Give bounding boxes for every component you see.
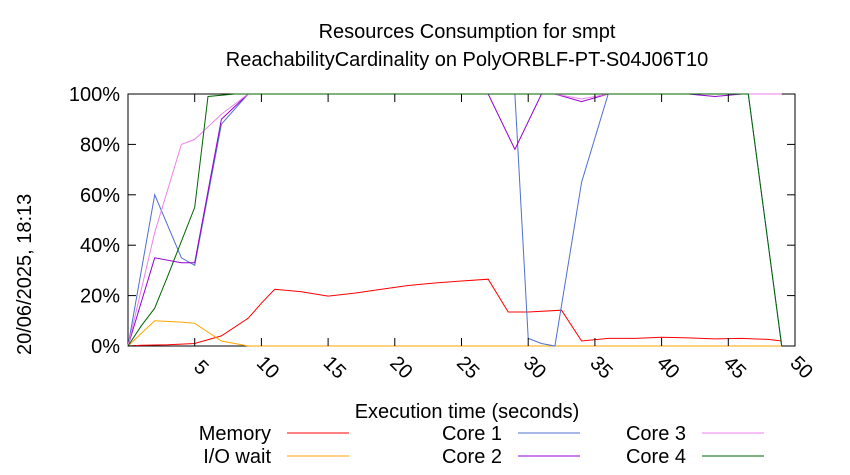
legend-label: Core 3 bbox=[626, 423, 686, 445]
x-axis-ticks: 5 10 15 20 25 30 35 40 45 50 bbox=[189, 94, 817, 383]
y-tick-label: 80% bbox=[80, 134, 120, 156]
x-tick-label: 25 bbox=[452, 352, 483, 383]
x-tick-label: 20 bbox=[385, 352, 416, 383]
y-axis-ticks: 0% 20% 40% 60% 80% 100% bbox=[69, 84, 795, 358]
series-line-i-o-wait bbox=[127, 320, 782, 347]
legend-label: Core 2 bbox=[442, 446, 502, 468]
plot-frame bbox=[127, 93, 796, 347]
y-tick-label: 20% bbox=[80, 286, 120, 308]
x-tick-label: 50 bbox=[786, 352, 817, 383]
chart-title: Resources Consumption for smpt bbox=[319, 21, 616, 43]
y-tick-label: 0% bbox=[91, 336, 120, 358]
x-tick-label: 5 bbox=[189, 356, 212, 379]
x-tick-label: 30 bbox=[519, 352, 550, 383]
series-layer bbox=[127, 93, 783, 347]
y-tick-label: 100% bbox=[69, 84, 120, 106]
plot-border bbox=[127, 93, 796, 347]
legend-label: Memory bbox=[199, 423, 271, 445]
y-tick-label: 40% bbox=[80, 235, 120, 257]
x-tick-label: 45 bbox=[719, 352, 750, 383]
x-axis-label: Execution time (seconds) bbox=[355, 401, 580, 423]
timestamp-label: 20/06/2025, 18:13 bbox=[14, 194, 36, 355]
legend-label: Core 4 bbox=[626, 446, 686, 468]
legend-label: Core 1 bbox=[442, 423, 502, 445]
x-tick-label: 15 bbox=[319, 352, 350, 383]
series-line-core-3 bbox=[127, 93, 782, 347]
series-line-core-2 bbox=[127, 93, 782, 347]
series-line-memory bbox=[127, 278, 782, 347]
y-tick-label: 60% bbox=[80, 185, 120, 207]
series-line-core-4 bbox=[127, 93, 783, 347]
chart-subtitle: ReachabilityCardinality on PolyORBLF-PT-… bbox=[226, 49, 708, 71]
legend-label: I/O wait bbox=[203, 446, 271, 468]
x-tick-label: 35 bbox=[585, 352, 616, 383]
x-tick-label: 40 bbox=[652, 352, 683, 383]
series-line-core-1 bbox=[127, 93, 783, 347]
x-tick-label: 10 bbox=[252, 352, 283, 383]
